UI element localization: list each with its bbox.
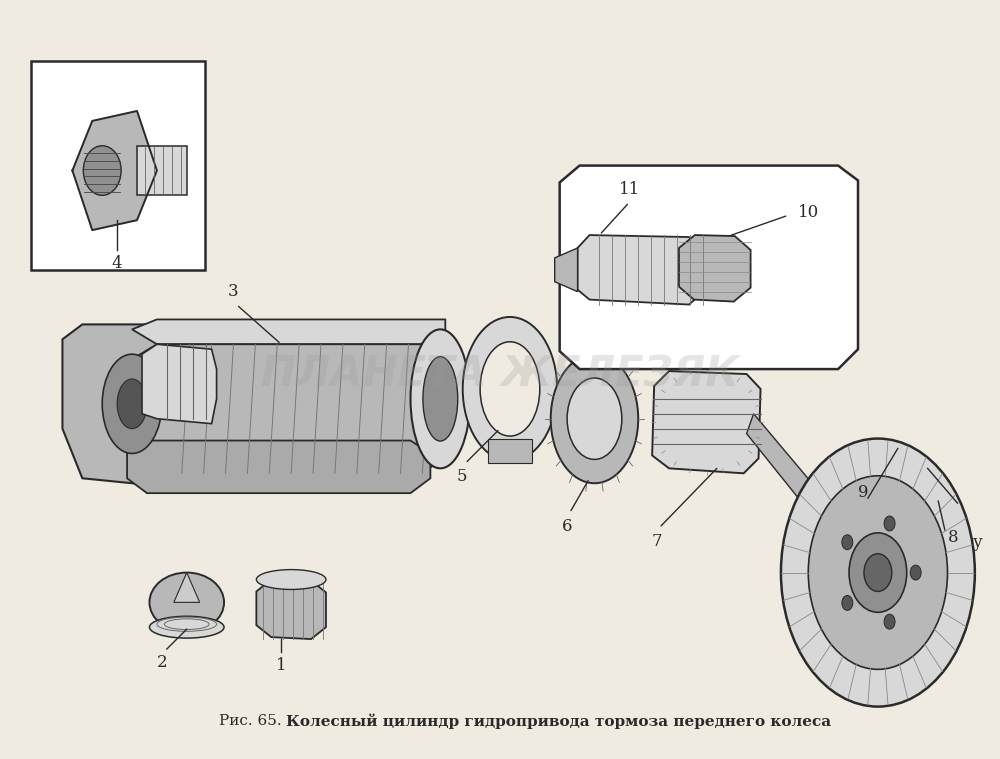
Polygon shape xyxy=(132,334,445,474)
Ellipse shape xyxy=(463,317,557,461)
Ellipse shape xyxy=(117,379,147,429)
Polygon shape xyxy=(679,235,751,301)
Text: Рис. 65.: Рис. 65. xyxy=(219,714,286,729)
Ellipse shape xyxy=(102,354,162,453)
Polygon shape xyxy=(256,580,326,639)
Ellipse shape xyxy=(884,614,895,629)
Ellipse shape xyxy=(910,565,921,580)
Polygon shape xyxy=(560,165,858,369)
Text: 3: 3 xyxy=(228,282,239,300)
Ellipse shape xyxy=(423,357,458,441)
Ellipse shape xyxy=(551,354,638,483)
Text: 11: 11 xyxy=(619,181,640,198)
Text: 9: 9 xyxy=(858,484,868,501)
Text: 5: 5 xyxy=(457,468,467,485)
Ellipse shape xyxy=(842,596,853,610)
Ellipse shape xyxy=(83,146,121,195)
Text: 1: 1 xyxy=(276,657,287,674)
Polygon shape xyxy=(62,324,202,488)
Text: у: у xyxy=(972,534,982,551)
Polygon shape xyxy=(137,146,187,195)
Polygon shape xyxy=(127,440,430,493)
Ellipse shape xyxy=(849,533,907,613)
Polygon shape xyxy=(142,345,217,424)
Ellipse shape xyxy=(480,342,540,436)
Polygon shape xyxy=(174,572,200,603)
Text: 6: 6 xyxy=(562,518,573,535)
Ellipse shape xyxy=(864,554,892,591)
Ellipse shape xyxy=(411,329,470,468)
Ellipse shape xyxy=(149,616,224,638)
Polygon shape xyxy=(555,248,578,291)
Bar xyxy=(31,61,205,269)
Ellipse shape xyxy=(842,535,853,550)
Polygon shape xyxy=(72,111,157,230)
Polygon shape xyxy=(652,371,761,474)
Text: 2: 2 xyxy=(157,654,167,671)
Text: 10: 10 xyxy=(798,203,820,221)
Ellipse shape xyxy=(149,572,224,632)
Polygon shape xyxy=(132,320,445,345)
Polygon shape xyxy=(578,235,704,304)
Ellipse shape xyxy=(808,476,948,669)
Text: Колесный цилиндр гидропривода тормоза переднего колеса: Колесный цилиндр гидропривода тормоза пе… xyxy=(286,713,831,729)
Text: ПЛАНЕТА ЖЕЛЕЗЯК: ПЛАНЕТА ЖЕЛЕЗЯК xyxy=(261,353,739,395)
Polygon shape xyxy=(488,439,532,464)
Ellipse shape xyxy=(256,569,326,590)
Text: 8: 8 xyxy=(948,529,958,546)
Text: 4: 4 xyxy=(112,255,122,272)
Ellipse shape xyxy=(781,439,975,707)
Text: 7: 7 xyxy=(652,533,662,550)
Polygon shape xyxy=(747,414,858,550)
Ellipse shape xyxy=(884,516,895,531)
Ellipse shape xyxy=(567,378,622,459)
